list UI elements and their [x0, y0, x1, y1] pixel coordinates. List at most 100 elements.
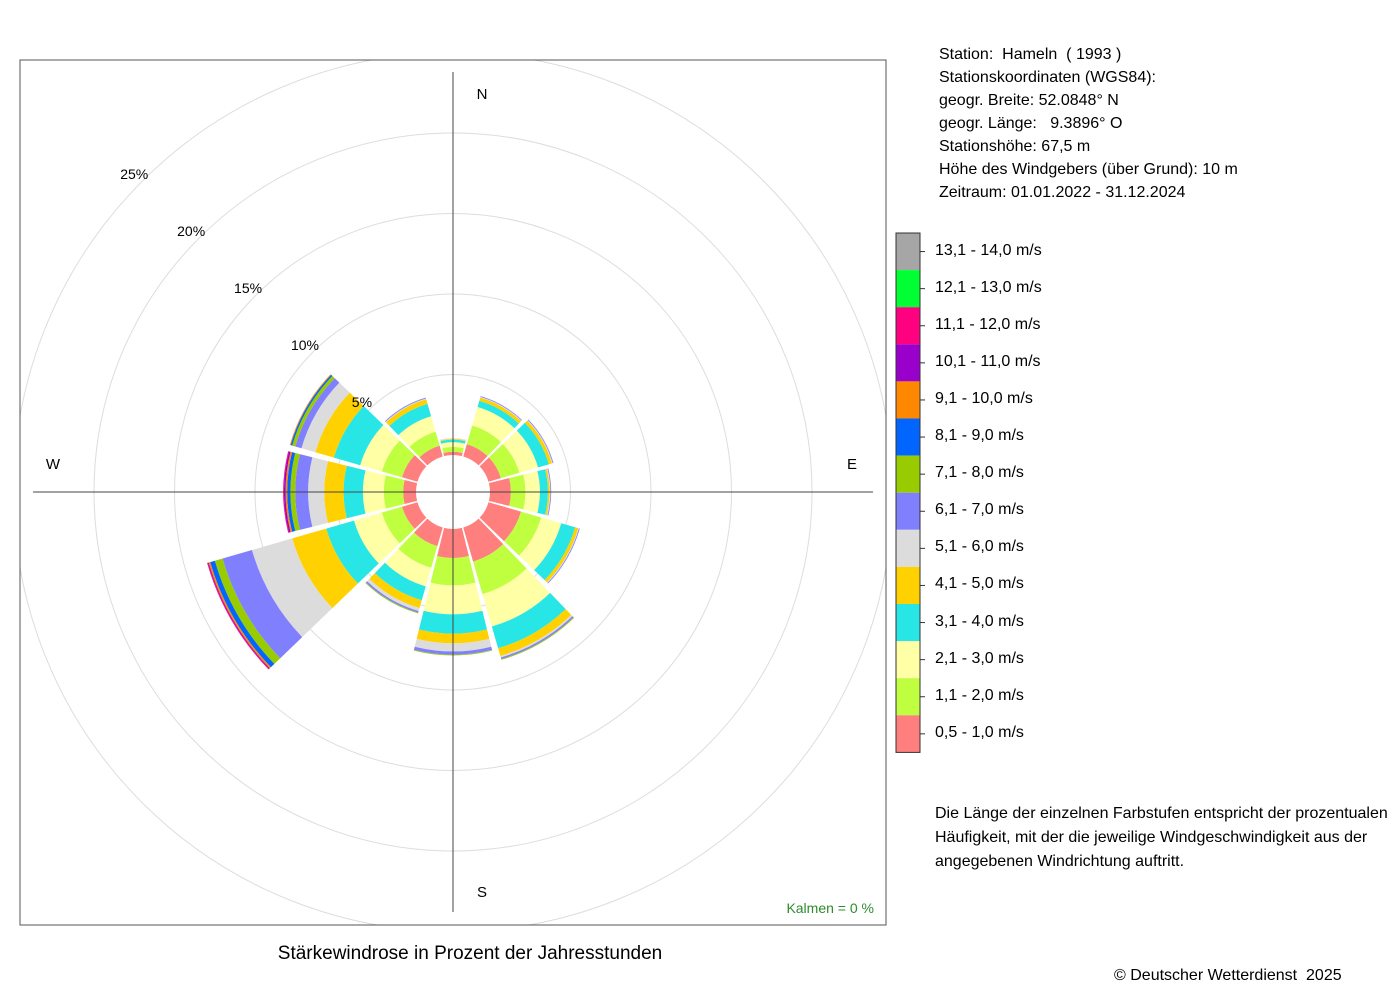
legend-label-8: 8,1 - 9,0 m/s — [935, 427, 1024, 445]
legend-swatch-3 — [896, 604, 920, 642]
direction-label-w: W — [46, 456, 61, 473]
legend-swatch-13 — [896, 233, 920, 271]
sector-210-speed-2 — [384, 548, 432, 587]
ring-label: 25% — [120, 166, 148, 182]
legend-swatch-10 — [896, 344, 920, 382]
sector-60-speed-3 — [516, 422, 549, 468]
sector-210-speed-0 — [413, 518, 443, 547]
sector-30-speed-4 — [479, 397, 522, 424]
sector-240-speed-6 — [222, 550, 303, 659]
sector-270-speed-10 — [283, 451, 291, 533]
ring-label: 10% — [291, 337, 319, 353]
sector-330-speed-1 — [409, 431, 440, 458]
legend-swatch-0 — [896, 715, 920, 753]
sector-300-speed-3 — [333, 406, 384, 466]
sector-330-speed-4 — [386, 399, 428, 426]
description-line: angegebenen Windrichtung auftritt. — [935, 853, 1185, 870]
sector-60-speed-1 — [488, 444, 520, 479]
sector-150-speed-3 — [491, 592, 566, 649]
sector-60-speed-0 — [479, 457, 501, 482]
sector-0-speed-5 — [440, 438, 466, 441]
plot-frame — [19, 59, 887, 926]
station-info-line: geogr. Breite: 52.0848° N — [939, 92, 1119, 109]
sector-30-speed-2 — [472, 406, 515, 443]
sector-120-speed-1 — [504, 511, 542, 556]
sector-240-speed-8 — [210, 560, 275, 668]
sector-60-speed-2 — [502, 430, 539, 473]
legend-swatch-6 — [896, 492, 920, 530]
legend-swatch-8 — [896, 418, 920, 456]
chart-title: Stärkewindrose in Prozent der Jahresstun… — [277, 943, 663, 964]
sector-60 — [479, 419, 554, 482]
station-info-line: geogr. Länge: 9.3896° O — [939, 115, 1123, 132]
description-line: Häufigkeit, mit der die jeweilige Windge… — [935, 829, 1368, 846]
sector-300-speed-2 — [360, 425, 400, 472]
sector-240-speed-0 — [401, 502, 427, 529]
ring-label: 20% — [177, 223, 205, 239]
legend-label-13: 13,1 - 14,0 m/s — [935, 241, 1042, 259]
legend-label-6: 6,1 - 7,0 m/s — [935, 501, 1024, 519]
sector-300-speed-5 — [301, 382, 350, 453]
sector-270-speed-11 — [283, 451, 289, 533]
legend-swatch-7 — [896, 455, 920, 493]
sector-180-speed-7 — [413, 649, 493, 656]
sector-240-speed-4 — [292, 528, 358, 609]
sector-30-speed-1 — [466, 425, 501, 457]
sector-210-speed-3 — [374, 562, 426, 601]
sector-300-speed-0 — [401, 455, 427, 482]
legend-swatch-2 — [896, 641, 920, 679]
sector-180 — [413, 527, 493, 656]
sector-210-speed-6 — [365, 581, 419, 613]
sector-210-speed-5 — [367, 578, 420, 612]
legend-swatch-12 — [896, 270, 920, 308]
legend-label-7: 7,1 - 8,0 m/s — [935, 464, 1024, 482]
direction-label-n: N — [477, 86, 488, 103]
copyright-text: © Deutscher Wetterdienst 2025 — [1114, 967, 1342, 984]
legend-label-10: 10,1 - 11,0 m/s — [935, 352, 1041, 370]
sector-90-speed-4 — [545, 468, 550, 516]
ring-label: 15% — [234, 280, 262, 296]
legend-swatch-9 — [896, 381, 920, 419]
sector-240 — [207, 502, 427, 670]
sector-150-speed-2 — [482, 568, 551, 627]
sector-210-speed-4 — [369, 573, 422, 608]
sector-240-speed-1 — [381, 506, 415, 544]
sector-330-speed-2 — [398, 416, 436, 447]
direction-label-e: E — [847, 456, 857, 473]
legend-label-1: 1,1 - 2,0 m/s — [935, 686, 1024, 704]
sector-330-speed-3 — [389, 403, 432, 436]
station-info-line: Stationshöhe: 67,5 m — [939, 138, 1091, 155]
sector-60-speed-4 — [524, 420, 552, 465]
sector-30-speed-0 — [463, 444, 488, 466]
calm-label: Kalmen = 0 % — [786, 900, 874, 916]
sector-30 — [463, 396, 523, 466]
legend-label-5: 5,1 - 6,0 m/s — [935, 538, 1024, 556]
legend-swatch-1 — [896, 678, 920, 716]
legend-label-4: 4,1 - 5,0 m/s — [935, 575, 1024, 593]
sector-120-speed-3 — [534, 523, 576, 581]
sector-330 — [384, 397, 443, 466]
legend-label-0: 0,5 - 1,0 m/s — [935, 723, 1024, 741]
description-line: Die Länge der einzelnen Farbstufen entsp… — [935, 805, 1388, 822]
legend-label-11: 11,1 - 12,0 m/s — [935, 315, 1041, 333]
legend-label-2: 2,1 - 3,0 m/s — [935, 649, 1024, 667]
sector-270-speed-9 — [285, 451, 293, 533]
sector-150-speed-1 — [473, 544, 527, 595]
sector-180-speed-6 — [413, 646, 493, 655]
station-info-line: Zeitraum: 01.01.2022 - 31.12.2024 — [939, 184, 1186, 201]
sector-90-speed-6 — [547, 468, 552, 516]
sector-240-speed-7 — [214, 558, 281, 664]
direction-label-s: S — [477, 884, 487, 901]
sector-150 — [463, 518, 575, 660]
legend-swatch-11 — [896, 307, 920, 345]
sector-300-speed-1 — [381, 440, 415, 478]
sector-120 — [479, 502, 580, 584]
station-info-line: Station: Hameln ( 1993 ) — [939, 46, 1122, 63]
sector-300 — [289, 374, 427, 482]
sector-300-speed-7 — [292, 375, 335, 447]
sector-150-speed-4 — [498, 609, 572, 656]
sector-240-speed-5 — [251, 538, 333, 638]
sector-120-speed-0 — [479, 502, 522, 542]
legend-frame — [895, 232, 921, 753]
station-info-line: Höhe des Windgebers (über Grund): 10 m — [939, 161, 1238, 178]
